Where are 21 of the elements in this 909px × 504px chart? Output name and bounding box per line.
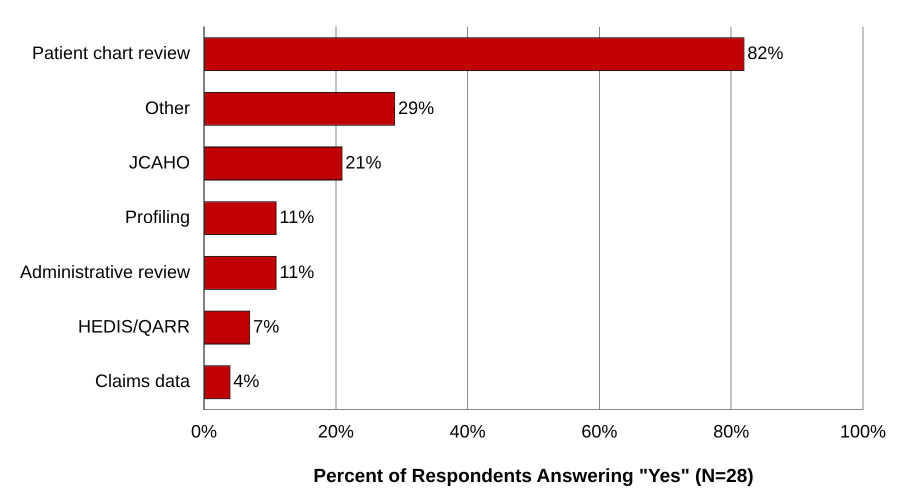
data-label: 11% — [280, 207, 314, 228]
y-tick-label: Profiling — [125, 207, 190, 228]
x-tick-label: 100% — [840, 421, 886, 442]
x-tick-label: 80% — [713, 421, 750, 442]
y-tick-label: Claims data — [95, 371, 192, 392]
data-label: 21% — [345, 152, 382, 172]
y-tick-label: Other — [145, 98, 190, 118]
y-tick-label: JCAHO — [129, 152, 190, 172]
data-label: 82% — [747, 43, 784, 64]
data-label: 4% — [233, 371, 260, 392]
y-tick-label: Administrative review — [20, 262, 192, 282]
x-tick-label: 20% — [318, 421, 354, 442]
y-tick-label: Patient chart review — [32, 43, 192, 64]
x-axis-title: Percent of Respondents Answering "Yes" (N=28) — [313, 466, 754, 487]
data-label: 7% — [253, 316, 280, 337]
data-label: 11% — [280, 262, 314, 282]
x-tick-label: 60% — [581, 421, 618, 442]
data-label: 29% — [398, 98, 434, 118]
x-tick-label: 0% — [191, 421, 218, 442]
x-tick-label: 40% — [450, 421, 486, 442]
y-tick-label: HEDIS/QARR — [78, 316, 190, 337]
